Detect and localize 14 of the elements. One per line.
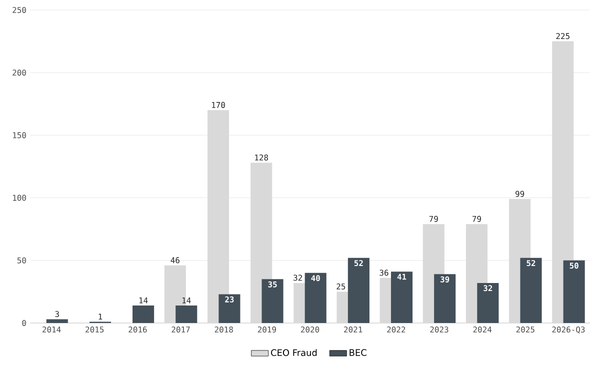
- bar: [132, 305, 154, 323]
- bar: [520, 258, 542, 323]
- bar: [176, 305, 198, 323]
- bar: [477, 282, 499, 323]
- bar: [46, 319, 68, 323]
- bar: [218, 294, 240, 323]
- bar: [434, 274, 456, 323]
- bar: [348, 258, 370, 323]
- bar: [304, 272, 326, 323]
- legend-label: BEC: [350, 349, 366, 356]
- bar: [563, 260, 585, 323]
- legend-label: CEO Fraud: [271, 349, 317, 356]
- bar: [390, 272, 413, 323]
- bar: [262, 279, 284, 323]
